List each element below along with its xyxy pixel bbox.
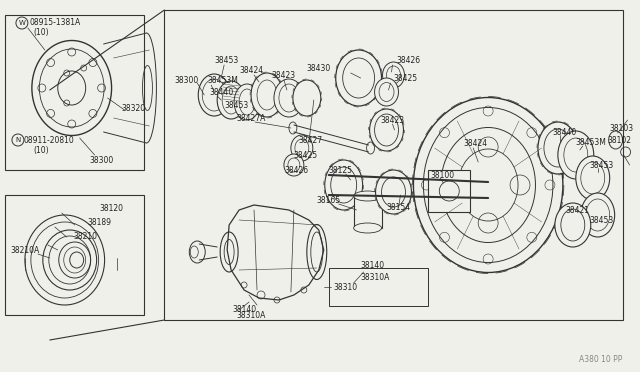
Text: 38310: 38310 (333, 283, 358, 292)
Ellipse shape (369, 109, 403, 151)
Text: 38310A: 38310A (360, 273, 390, 282)
Text: 38423: 38423 (381, 115, 404, 125)
Text: 38453: 38453 (224, 100, 248, 109)
Text: 38210A: 38210A (10, 246, 39, 254)
Text: 38426: 38426 (397, 55, 420, 64)
Ellipse shape (354, 223, 381, 233)
Ellipse shape (555, 203, 591, 247)
Bar (5, 195, 145, 315)
Text: 38140: 38140 (232, 305, 256, 314)
Ellipse shape (576, 156, 610, 200)
Ellipse shape (374, 78, 399, 106)
Text: 38430: 38430 (307, 64, 331, 73)
Bar (164, 10, 623, 320)
Text: 38427: 38427 (299, 135, 323, 144)
Text: 38424: 38424 (463, 138, 488, 148)
Text: (10): (10) (34, 28, 49, 36)
Ellipse shape (354, 191, 381, 201)
Ellipse shape (217, 81, 245, 119)
Text: 38189: 38189 (88, 218, 111, 227)
Text: 38140: 38140 (360, 260, 385, 269)
Text: 38423: 38423 (271, 71, 295, 80)
Ellipse shape (274, 79, 304, 117)
Ellipse shape (336, 50, 381, 106)
Text: 38440: 38440 (209, 87, 234, 96)
Bar (5, 15, 145, 170)
Ellipse shape (558, 131, 594, 179)
Ellipse shape (376, 170, 412, 214)
Text: 38154: 38154 (387, 202, 411, 212)
Text: A380 10 PP: A380 10 PP (579, 356, 623, 365)
Text: 38453: 38453 (214, 55, 239, 64)
Ellipse shape (413, 97, 563, 273)
Ellipse shape (609, 131, 623, 149)
Text: 38165: 38165 (317, 196, 341, 205)
Text: 38103: 38103 (610, 124, 634, 132)
Text: 38426: 38426 (284, 166, 308, 174)
Polygon shape (227, 205, 324, 300)
Text: 38453: 38453 (589, 215, 614, 224)
Text: 38424: 38424 (239, 65, 263, 74)
Text: 38320: 38320 (122, 103, 146, 112)
Text: 38300: 38300 (90, 155, 114, 164)
Text: 38120: 38120 (100, 203, 124, 212)
Text: 38453: 38453 (589, 160, 614, 170)
Text: 08915-1381A: 08915-1381A (30, 17, 81, 26)
Ellipse shape (234, 84, 260, 120)
Text: 38210: 38210 (74, 231, 98, 241)
Text: 38100: 38100 (430, 170, 454, 180)
Text: 38421: 38421 (566, 205, 590, 215)
Bar (329, 268, 428, 306)
Ellipse shape (324, 160, 363, 210)
Text: 38440: 38440 (553, 128, 577, 137)
Text: 38125: 38125 (329, 166, 353, 174)
Text: 38425: 38425 (394, 74, 418, 83)
Ellipse shape (291, 135, 313, 161)
Ellipse shape (383, 62, 404, 88)
Bar (428, 170, 470, 212)
Text: N: N (15, 137, 20, 143)
Text: 38453M: 38453M (207, 76, 238, 84)
Text: 38427A: 38427A (236, 113, 266, 122)
Ellipse shape (198, 74, 230, 116)
Text: W: W (19, 20, 26, 26)
Ellipse shape (284, 154, 304, 176)
Ellipse shape (580, 193, 614, 237)
Text: 08911-20810: 08911-20810 (24, 135, 75, 144)
Ellipse shape (293, 80, 321, 116)
Ellipse shape (251, 73, 283, 117)
Text: 38102: 38102 (608, 135, 632, 144)
Text: (10): (10) (34, 145, 49, 154)
Text: 38453M: 38453M (576, 138, 607, 147)
Text: 38300: 38300 (174, 76, 198, 84)
Ellipse shape (538, 122, 578, 174)
Text: 38425: 38425 (294, 151, 318, 160)
Text: 38310A: 38310A (236, 311, 266, 321)
Bar (354, 196, 381, 228)
